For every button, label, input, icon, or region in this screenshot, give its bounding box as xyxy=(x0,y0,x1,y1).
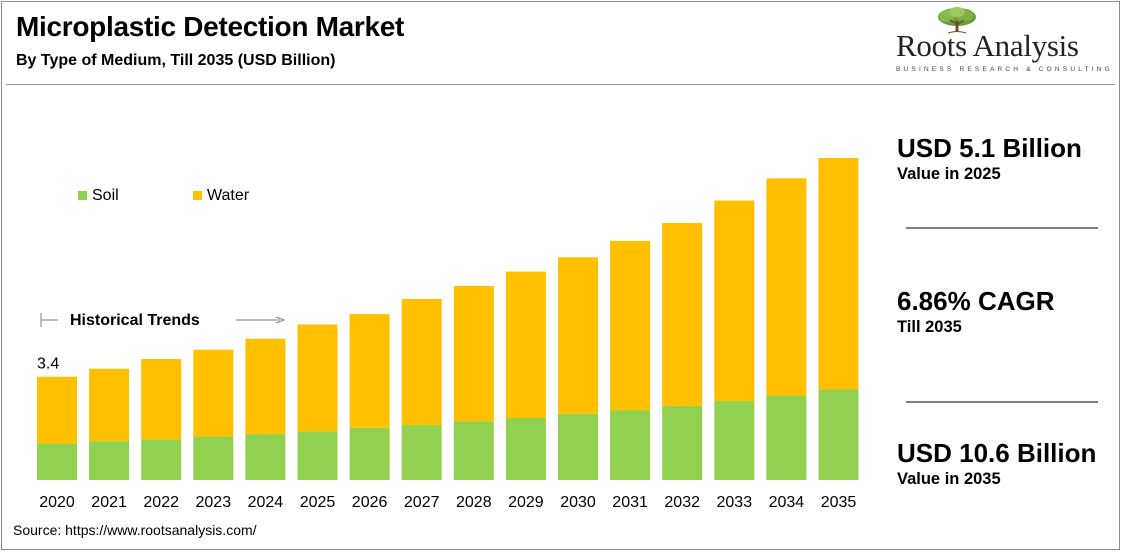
kpi-value-2035-label: Value in 2035 xyxy=(897,470,1001,488)
bar-soil-2023 xyxy=(193,436,234,480)
bar-soil-2032 xyxy=(662,405,703,480)
page-title: Microplastic Detection Market xyxy=(16,11,405,42)
annotation-label: Historical Trends xyxy=(70,312,200,329)
bar-water-2026 xyxy=(349,314,390,428)
x-tick-label: 2029 xyxy=(508,494,544,511)
bar-soil-2029 xyxy=(505,418,546,480)
bar-soil-2027 xyxy=(401,425,442,480)
x-axis-ticks: 2020 2021 2022 2023 2024 2025 2026 2027 2028 2029… xyxy=(39,494,856,511)
legend-label-soil: Soil xyxy=(92,187,119,204)
bar-water-2029 xyxy=(505,271,546,419)
x-tick-label: 2031 xyxy=(612,494,648,511)
x-tick-label: 2026 xyxy=(352,494,388,511)
x-tick-label: 2035 xyxy=(821,494,857,511)
bar-water-2034 xyxy=(766,178,807,396)
x-tick-label: 2034 xyxy=(769,494,805,511)
bar-water-2035 xyxy=(818,158,859,390)
bar-water-2027 xyxy=(401,298,442,426)
kpi-cagr-label: Till 2035 xyxy=(897,318,962,336)
bar-water-2021 xyxy=(89,368,130,442)
tree-icon xyxy=(938,7,976,34)
bar-soil-2022 xyxy=(141,439,182,480)
bar-water-2030 xyxy=(558,257,598,414)
kpi-value-2035: USD 10.6 Billion Value in 2035 xyxy=(897,438,1096,489)
x-tick-label: 2027 xyxy=(404,494,440,511)
legend-swatch-water xyxy=(193,191,202,200)
historical-trends-annotation: Historical Trends xyxy=(40,312,286,329)
x-tick-label: 2032 xyxy=(664,494,700,511)
kpi-cagr: 6.86% CAGR Till 2035 xyxy=(897,286,1055,337)
stacked-bar-chart: Soil Water Historical Trends 2020 2021 2022… xyxy=(37,158,859,511)
bar-soil-2035 xyxy=(818,389,859,480)
legend: Soil Water xyxy=(78,187,250,204)
bar-water-2025 xyxy=(297,324,338,432)
x-tick-label: 2021 xyxy=(91,494,127,511)
header-divider xyxy=(6,84,1115,85)
x-tick-label: 2024 xyxy=(248,494,284,511)
bar-water-2028 xyxy=(453,285,494,422)
x-tick-label: 2033 xyxy=(717,494,753,511)
bar-water-2022 xyxy=(141,359,182,440)
company-logo: Roots Analysis BUSINESS RESEARCH & CONSU… xyxy=(880,6,1110,76)
bar-soil-2024 xyxy=(245,434,286,480)
bar-water-2031 xyxy=(610,240,651,411)
bar-water-2020 xyxy=(37,376,77,444)
bar-soil-2034 xyxy=(766,395,807,480)
x-tick-label: 2023 xyxy=(196,494,232,511)
x-tick-label: 2025 xyxy=(300,494,336,511)
kpi-value-2025: USD 5.1 Billion Value in 2025 xyxy=(897,133,1082,184)
logo-wordmark: Roots Analysis xyxy=(896,28,1079,63)
kpi-value-2025-label: Value in 2025 xyxy=(897,165,1001,183)
bars xyxy=(37,158,859,480)
legend-swatch-soil xyxy=(78,191,87,200)
bar-water-2032 xyxy=(662,223,703,406)
x-tick-label: 2030 xyxy=(560,494,596,511)
x-tick-label: 2022 xyxy=(143,494,179,511)
page-subtitle: By Type of Medium, Till 2035 (USD Billio… xyxy=(16,52,336,69)
kpi-divider xyxy=(906,227,1098,229)
bar-soil-2030 xyxy=(558,413,598,480)
bar-soil-2025 xyxy=(297,431,338,480)
bar-soil-2028 xyxy=(453,421,494,480)
kpi-value-2025-amount: USD 5.1 Billion xyxy=(897,133,1082,163)
data-labels: 3.4 xyxy=(37,356,59,373)
kpi-value-2035-amount: USD 10.6 Billion xyxy=(897,438,1097,468)
bar-water-2024 xyxy=(245,338,286,435)
bar-soil-2021 xyxy=(89,441,130,480)
x-tick-label: 2028 xyxy=(456,494,492,511)
bar-water-2023 xyxy=(193,349,234,437)
bar-water-2033 xyxy=(714,200,755,402)
kpi-cagr-amount: 6.86% CAGR xyxy=(897,286,1055,316)
legend-label-water: Water xyxy=(207,187,250,204)
logo-tagline: BUSINESS RESEARCH & CONSULTING xyxy=(896,66,1113,73)
bar-soil-2020 xyxy=(37,443,77,480)
x-tick-label: 2020 xyxy=(39,494,75,511)
annotation-arrow-icon xyxy=(275,316,286,324)
source-note: Source: https://www.rootsanalysis.com/ xyxy=(13,522,257,538)
bar-soil-2026 xyxy=(349,427,390,480)
kpi-divider xyxy=(906,401,1098,403)
data-label-2020: 3.4 xyxy=(37,356,59,373)
bar-soil-2033 xyxy=(714,401,755,480)
bar-soil-2031 xyxy=(610,410,651,480)
